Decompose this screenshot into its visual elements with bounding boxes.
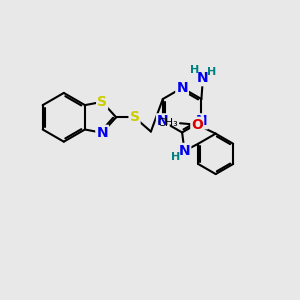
Text: N: N: [179, 144, 190, 158]
Text: N: N: [176, 81, 188, 95]
Text: H: H: [190, 65, 199, 75]
Text: H: H: [207, 67, 216, 77]
Text: O: O: [191, 118, 203, 132]
Text: S: S: [97, 95, 107, 109]
Text: N: N: [157, 114, 169, 128]
Text: N: N: [196, 114, 207, 128]
Text: S: S: [130, 110, 140, 124]
Text: H: H: [171, 152, 180, 162]
Text: N: N: [96, 126, 108, 140]
Text: N: N: [197, 71, 209, 85]
Text: CH₃: CH₃: [157, 118, 178, 128]
